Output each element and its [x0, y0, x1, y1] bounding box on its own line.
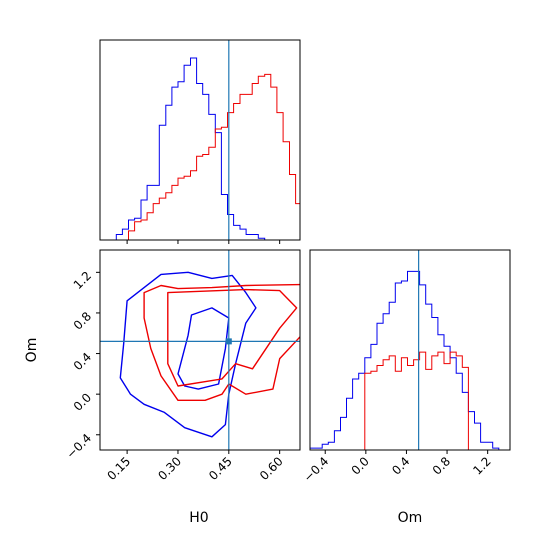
om-hist-tick-label: −0.4 [301, 454, 332, 485]
om-tick-label: −0.4 [64, 431, 95, 462]
om-y-axis-label: Om [24, 338, 40, 363]
red-outer-contour [143, 283, 300, 401]
om-hist-frame [309, 249, 511, 451]
blue-outer-contour [119, 271, 257, 438]
h0-hist-frame [99, 39, 301, 241]
h0-om-contour-panel: 0.15 0.30 0.45 0.60 −0.4 0.0 0.4 0.8 1.2 [64, 249, 301, 483]
h0-tick-label: 0.30 [155, 454, 184, 483]
om-tick-label: 0.8 [71, 309, 94, 332]
h0-histogram-panel [99, 39, 301, 244]
red-h0-histogram [103, 73, 300, 240]
blue-h0-histogram [103, 57, 300, 240]
truth-marker [225, 338, 232, 345]
h0-tick-label: 0.60 [257, 454, 286, 483]
om-hist-tick-label: 0.0 [349, 454, 372, 477]
om-tick-label: 0.0 [71, 390, 94, 413]
om-tick-label: 1.2 [71, 269, 94, 292]
contour-frame [99, 249, 301, 451]
om-hist-tick-label: 0.8 [430, 454, 453, 477]
blue-om-histogram [310, 270, 500, 450]
h0-tick-label: 0.45 [206, 454, 235, 483]
om-hist-tick-label: 1.2 [470, 454, 493, 477]
om-axis-label: Om [398, 510, 423, 526]
red-om-histogram [310, 351, 499, 450]
om-histogram-panel: −0.4 0.0 0.4 0.8 1.2 [301, 249, 511, 485]
blue-inner-contour [177, 307, 230, 390]
h0-tick-label: 0.15 [104, 454, 133, 483]
om-hist-tick-label: 0.4 [389, 454, 412, 477]
red-inner-contour [167, 288, 298, 387]
h0-axis-label: H0 [189, 510, 208, 526]
om-tick-label: 0.4 [71, 350, 94, 373]
